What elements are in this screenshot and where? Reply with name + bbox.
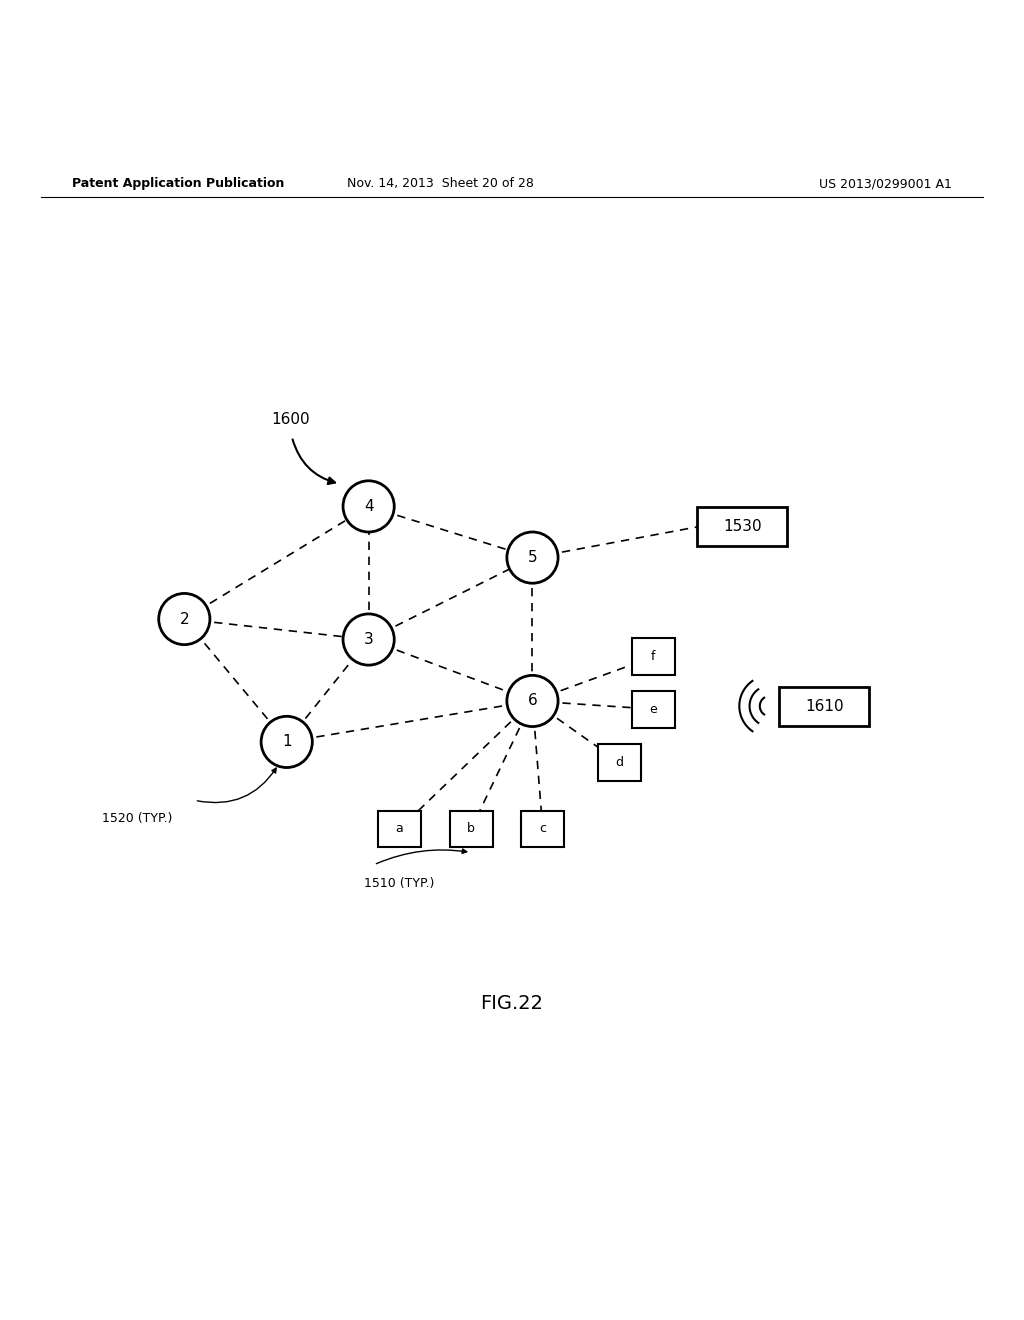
- Text: 1510 (TYP.): 1510 (TYP.): [364, 876, 434, 890]
- Circle shape: [507, 676, 558, 726]
- Text: b: b: [467, 822, 475, 836]
- Circle shape: [159, 594, 210, 644]
- Circle shape: [343, 614, 394, 665]
- FancyBboxPatch shape: [378, 810, 421, 847]
- FancyBboxPatch shape: [450, 810, 493, 847]
- Text: 1610: 1610: [805, 698, 844, 714]
- Text: a: a: [395, 822, 403, 836]
- Text: 5: 5: [527, 550, 538, 565]
- Text: f: f: [651, 651, 655, 664]
- Text: d: d: [615, 756, 624, 768]
- Text: 4: 4: [364, 499, 374, 513]
- Text: Nov. 14, 2013  Sheet 20 of 28: Nov. 14, 2013 Sheet 20 of 28: [347, 177, 534, 190]
- FancyBboxPatch shape: [598, 744, 641, 781]
- Circle shape: [261, 717, 312, 767]
- FancyBboxPatch shape: [632, 639, 675, 676]
- Text: 1600: 1600: [271, 412, 310, 426]
- Text: 2: 2: [179, 611, 189, 627]
- Text: Patent Application Publication: Patent Application Publication: [72, 177, 284, 190]
- Text: FIG.22: FIG.22: [480, 994, 544, 1012]
- Text: 1: 1: [282, 734, 292, 750]
- FancyBboxPatch shape: [697, 507, 787, 546]
- Text: e: e: [649, 702, 657, 715]
- FancyBboxPatch shape: [521, 810, 564, 847]
- Text: US 2013/0299001 A1: US 2013/0299001 A1: [819, 177, 952, 190]
- Text: c: c: [540, 822, 546, 836]
- FancyBboxPatch shape: [779, 686, 869, 726]
- FancyBboxPatch shape: [632, 690, 675, 727]
- Circle shape: [507, 532, 558, 583]
- Text: 6: 6: [527, 693, 538, 709]
- Text: 3: 3: [364, 632, 374, 647]
- Text: 1530: 1530: [723, 519, 762, 535]
- Circle shape: [343, 480, 394, 532]
- Text: 1520 (TYP.): 1520 (TYP.): [102, 812, 173, 825]
